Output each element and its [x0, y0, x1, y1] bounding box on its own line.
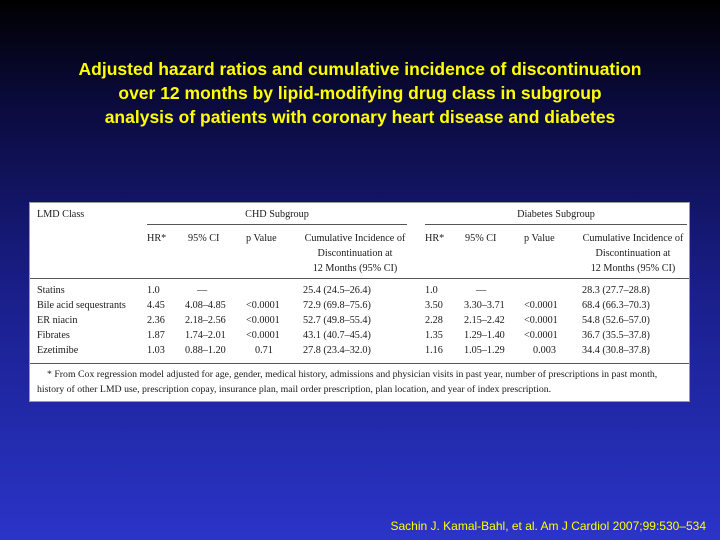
- col-header-dia-cum-1: Cumulative Incidence of: [582, 233, 684, 244]
- citation: Sachin J. Kamal-Bahl, et al. Am J Cardio…: [390, 519, 706, 533]
- cell-dia-hr: 3.50: [425, 300, 443, 311]
- cell-dia-ci: 2.15–2.42: [464, 315, 505, 326]
- cell-dia-p: <0.0001: [524, 315, 558, 326]
- cell-dia-cum: 68.4 (66.3–70.3): [582, 300, 650, 311]
- cell-dia-cum: 34.4 (30.8–37.8): [582, 345, 650, 356]
- cell-chd-hr: 2.36: [147, 315, 165, 326]
- cell-dia-cum: 36.7 (35.5–37.8): [582, 330, 650, 341]
- results-table: LMD Class CHD Subgroup Diabetes Subgroup…: [29, 202, 690, 402]
- cell-chd-ci: 4.08–4.85: [185, 300, 226, 311]
- footnote-line-2: history of other LMD use, prescription c…: [37, 384, 552, 395]
- footnote-line-1: * From Cox regression model adjusted for…: [47, 369, 658, 380]
- cell-chd-hr: 1.03: [147, 345, 165, 356]
- cell-dia-ci: —: [476, 285, 487, 296]
- col-header-dia-p: p Value: [524, 233, 555, 244]
- col-header-chd-cum-3: 12 Months (95% CI): [312, 263, 398, 274]
- cell-chd-hr: 4.45: [147, 300, 165, 311]
- title-line-2: over 12 months by lipid-modifying drug c…: [118, 83, 602, 103]
- col-header-dia-ci: 95% CI: [465, 233, 497, 244]
- cell-chd-p: <0.0001: [246, 315, 280, 326]
- cell-dia-hr: 1.16: [425, 345, 443, 356]
- cell-dia-cum: 54.8 (52.6–57.0): [582, 315, 650, 326]
- title-line-3: analysis of patients with coronary heart…: [104, 107, 616, 127]
- col-header-chd-cum-1: Cumulative Incidence of: [304, 233, 406, 244]
- title-line-1: Adjusted hazard ratios and cumulative in…: [78, 59, 642, 79]
- cell-chd-p: 0.71: [255, 345, 273, 356]
- cell-dia-hr: 2.28: [425, 315, 443, 326]
- rule-diabetes-group: [425, 224, 687, 225]
- cell-chd-hr: 1.0: [147, 285, 160, 296]
- cell-dia-p: 0.003: [533, 345, 556, 356]
- cell-dia-ci: 3.30–3.71: [464, 300, 505, 311]
- cell-dia-ci: 1.29–1.40: [464, 330, 505, 341]
- cell-dia-p: <0.0001: [524, 330, 558, 341]
- row-class-label: ER niacin: [37, 315, 78, 326]
- col-header-chd-ci: 95% CI: [188, 233, 220, 244]
- rule-header-bottom: [30, 278, 689, 279]
- cell-dia-cum: 28.3 (27.7–28.8): [582, 285, 650, 296]
- cell-chd-ci: —: [197, 285, 208, 296]
- col-header-dia-hr: HR*: [425, 233, 445, 244]
- cell-dia-ci: 1.05–1.29: [464, 345, 505, 356]
- slide-title: Adjusted hazard ratios and cumulative in…: [20, 57, 700, 129]
- cell-chd-ci: 0.88–1.20: [185, 345, 226, 356]
- col-header-dia-cum-3: 12 Months (95% CI): [590, 263, 676, 274]
- rule-body-bottom: [30, 363, 689, 364]
- col-header-chd-cum-2: Discontinuation at: [317, 248, 393, 259]
- cell-chd-cum: 72.9 (69.8–75.6): [303, 300, 371, 311]
- cell-chd-ci: 1.74–2.01: [185, 330, 226, 341]
- col-header-chd-p: p Value: [246, 233, 277, 244]
- cell-chd-hr: 1.87: [147, 330, 165, 341]
- cell-chd-cum: 25.4 (24.5–26.4): [303, 285, 371, 296]
- cell-dia-p: <0.0001: [524, 300, 558, 311]
- cell-chd-cum: 27.8 (23.4–32.0): [303, 345, 371, 356]
- cell-chd-cum: 52.7 (49.8–55.4): [303, 315, 371, 326]
- cell-chd-p: <0.0001: [246, 330, 280, 341]
- col-header-chd-hr: HR*: [147, 233, 167, 244]
- cell-dia-hr: 1.35: [425, 330, 443, 341]
- row-class-label: Statins: [37, 285, 65, 296]
- rule-chd-group: [147, 224, 407, 225]
- cell-chd-cum: 43.1 (40.7–45.4): [303, 330, 371, 341]
- cell-dia-hr: 1.0: [425, 285, 438, 296]
- group-header-chd: CHD Subgroup: [245, 209, 309, 220]
- stub-header: LMD Class: [37, 209, 85, 220]
- group-header-diabetes: Diabetes Subgroup: [517, 209, 595, 220]
- row-class-label: Ezetimibe: [37, 345, 79, 356]
- row-class-label: Fibrates: [37, 330, 70, 341]
- cell-chd-ci: 2.18–2.56: [185, 315, 226, 326]
- cell-chd-p: <0.0001: [246, 300, 280, 311]
- col-header-dia-cum-2: Discontinuation at: [595, 248, 671, 259]
- row-class-label: Bile acid sequestrants: [37, 300, 126, 311]
